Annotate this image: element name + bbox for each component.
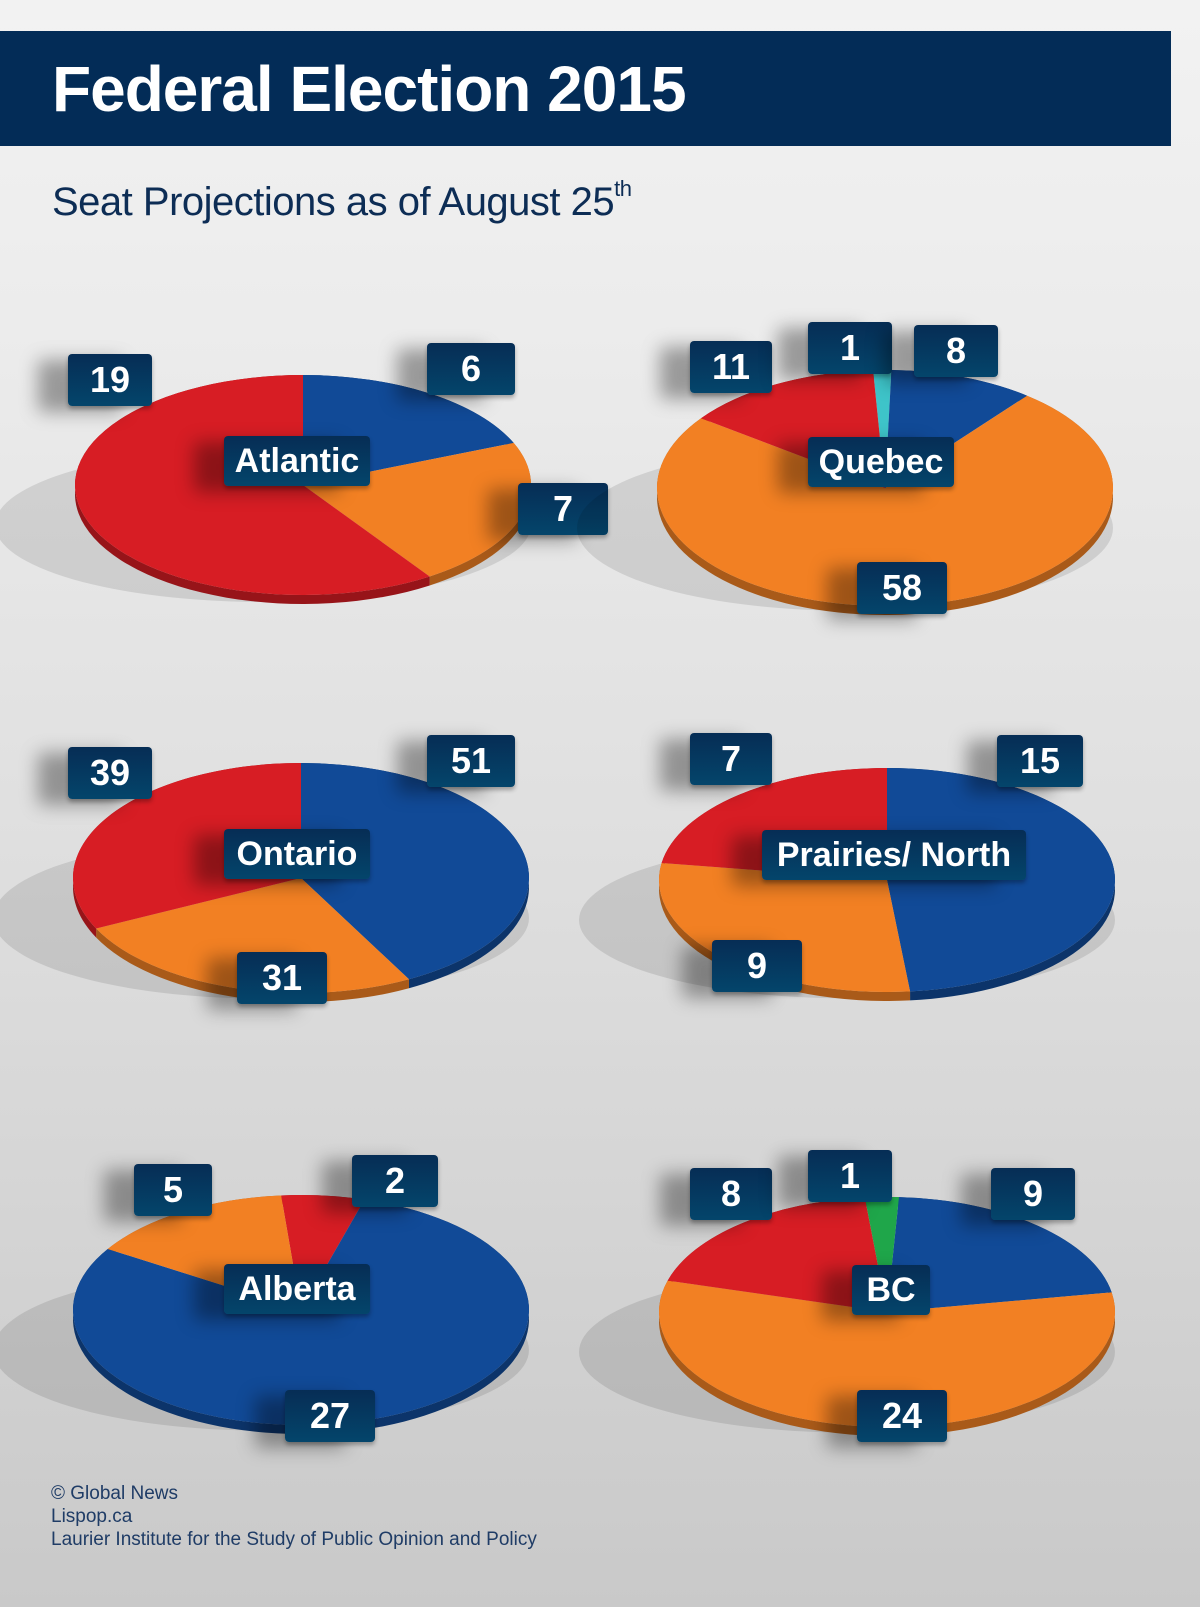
page-subtitle: Seat Projections as of August 25th bbox=[52, 176, 632, 225]
credit-lispop: Lispop.ca bbox=[51, 1506, 133, 1527]
quebec-seat-count-tag: 1 bbox=[808, 322, 892, 374]
prairies-north-seat-count-tag: 7 bbox=[690, 733, 772, 785]
alberta-seat-count-tag: 5 bbox=[134, 1164, 212, 1216]
subtitle-text: Seat Projections as of August 25 bbox=[52, 180, 615, 224]
page-title: Federal Election 2015 bbox=[52, 53, 687, 125]
pie-slice-liberal bbox=[73, 763, 301, 929]
pie-slice-conservative bbox=[887, 1197, 1112, 1312]
atlantic-seat-count-tag: 6 bbox=[427, 343, 515, 395]
pie-slice-green bbox=[864, 1196, 899, 1312]
quebec-seat-count-tag: 8 bbox=[914, 325, 998, 377]
ontario-region-label: Ontario bbox=[224, 829, 370, 879]
bc-seat-count-tag: 8 bbox=[690, 1168, 772, 1220]
atlantic-region-label: Atlantic bbox=[224, 436, 370, 486]
prairies-north-region-label: Prairies/ North bbox=[762, 830, 1026, 880]
credit-laurier-institute: Laurier Institute for the Study of Publi… bbox=[51, 1529, 537, 1550]
bc-seat-count-tag: 1 bbox=[808, 1150, 892, 1202]
prairies-north-seat-count-tag: 9 bbox=[712, 940, 802, 992]
pie-slice-bloc bbox=[873, 370, 892, 488]
atlantic-seat-count-tag: 7 bbox=[518, 483, 608, 535]
bc-region-label: BC bbox=[852, 1265, 930, 1315]
ontario-seat-count-tag: 51 bbox=[427, 735, 515, 787]
pie-slice-ndp bbox=[658, 1280, 1116, 1427]
bc-seat-count-tag: 24 bbox=[857, 1390, 947, 1442]
alberta-seat-count-tag: 2 bbox=[352, 1155, 438, 1207]
pie-slice-ndp bbox=[659, 863, 911, 992]
header-banner: Federal Election 2015 bbox=[0, 31, 1171, 146]
pie-edge-ndp bbox=[96, 928, 409, 1002]
credit-global-news: © Global News bbox=[51, 1483, 178, 1504]
quebec-seat-count-tag: 11 bbox=[690, 341, 772, 393]
alberta-seat-count-tag: 27 bbox=[285, 1390, 375, 1442]
ontario-seat-count-tag: 39 bbox=[68, 747, 152, 799]
bc-seat-count-tag: 9 bbox=[991, 1168, 1075, 1220]
pie-slice-conservative bbox=[301, 763, 529, 980]
bc-pie-chart bbox=[579, 1196, 1116, 1436]
quebec-seat-count-tag: 58 bbox=[857, 562, 947, 614]
pie-slice-ndp bbox=[96, 878, 409, 993]
ontario-seat-count-tag: 31 bbox=[237, 952, 327, 1004]
atlantic-seat-count-tag: 19 bbox=[68, 354, 152, 406]
pie-slice-liberal bbox=[667, 1197, 887, 1312]
quebec-pie-chart bbox=[577, 370, 1114, 615]
prairies-north-seat-count-tag: 15 bbox=[997, 735, 1083, 787]
subtitle-superscript: th bbox=[614, 176, 632, 201]
pie-slice-ndp bbox=[657, 395, 1113, 607]
footer-credits: © Global News Lispop.ca Laurier Institut… bbox=[51, 1482, 537, 1551]
quebec-region-label: Quebec bbox=[808, 437, 954, 487]
alberta-region-label: Alberta bbox=[224, 1264, 370, 1314]
ontario-pie-chart bbox=[0, 763, 529, 1002]
